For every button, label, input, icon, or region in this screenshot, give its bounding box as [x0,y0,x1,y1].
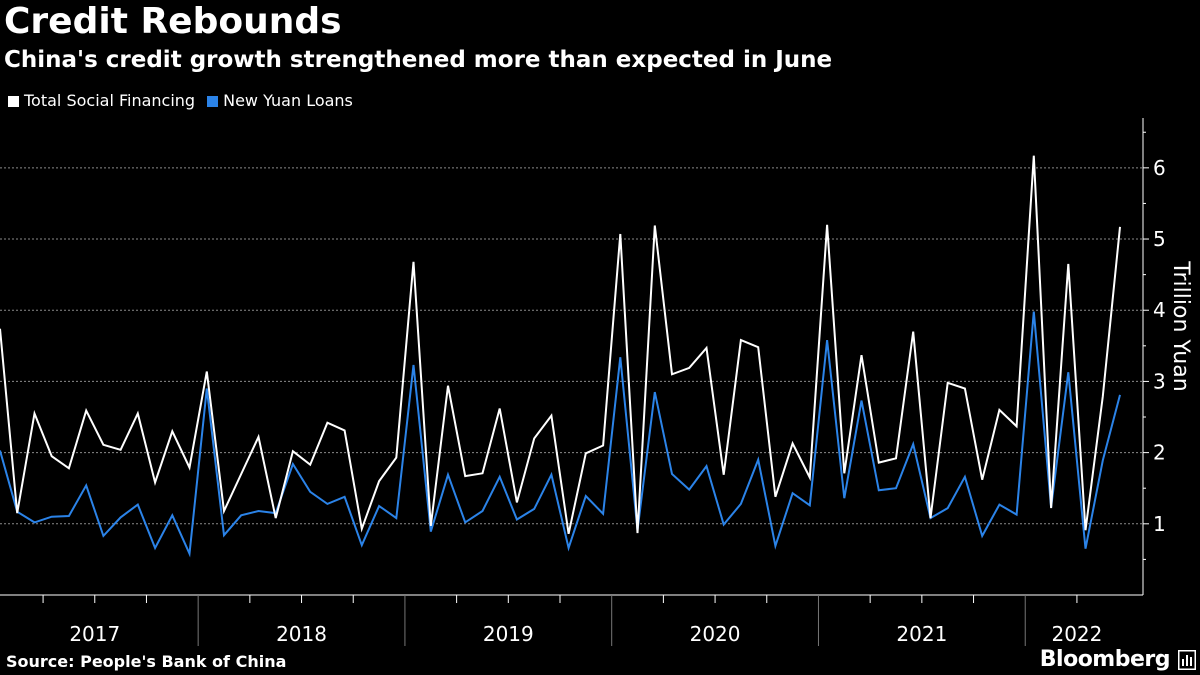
legend-swatch-new-yuan-loans [207,95,219,107]
y-tick-label: 6 [1153,156,1166,180]
source-note: Source: People's Bank of China [6,652,287,671]
bloomberg-terminal-icon [1178,650,1196,670]
y-tick-label: 1 [1153,512,1166,536]
chart-subtitle: China's credit growth strengthened more … [4,47,833,73]
chart-title: Credit Rebounds [4,1,342,42]
y-tick-label: 3 [1153,369,1166,393]
y-tick-label: 4 [1153,298,1166,322]
legend-label-new-yuan-loans: New Yuan Loans [223,91,353,110]
legend-label-total-social-financing: Total Social Financing [24,91,196,110]
legend-item-new-yuan-loans: New Yuan Loans [207,90,353,112]
y-axis-title: Trillion Yuan [1168,260,1193,391]
x-year-label: 2020 [690,622,741,646]
brand-logo: Bloomberg [1039,647,1171,672]
x-year-label: 2022 [1051,622,1102,646]
legend-swatch-total-social-financing [8,95,19,107]
legend: Total Social Financing New Yuan Loans [8,90,365,112]
legend-item-total-social-financing: Total Social Financing [8,90,195,112]
y-tick-label: 2 [1153,441,1166,465]
x-year-label: 2019 [483,622,534,646]
x-year-label: 2018 [276,622,327,646]
y-tick-label: 5 [1153,227,1166,251]
series-line-total-social-financing [0,155,1121,535]
series-line-new-yuan-loans [0,311,1121,558]
x-year-label: 2017 [69,622,120,646]
x-year-label: 2021 [896,622,947,646]
